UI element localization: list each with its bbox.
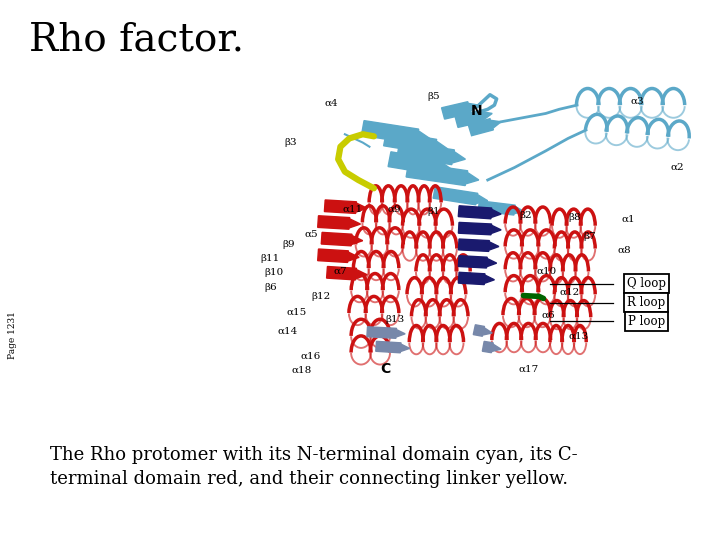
Text: α15: α15 xyxy=(287,308,307,316)
Text: Q loop: Q loop xyxy=(626,278,666,291)
FancyArrow shape xyxy=(367,327,405,339)
Text: α12: α12 xyxy=(559,288,580,297)
FancyArrow shape xyxy=(361,120,430,144)
Text: β3: β3 xyxy=(284,138,297,147)
FancyArrow shape xyxy=(384,131,448,154)
FancyArrow shape xyxy=(318,249,359,262)
FancyArrow shape xyxy=(406,162,479,186)
Text: α2: α2 xyxy=(671,163,685,172)
Text: α8: α8 xyxy=(617,246,631,255)
Text: α9: α9 xyxy=(387,205,401,214)
Text: Rho factor.: Rho factor. xyxy=(29,22,244,59)
FancyArrow shape xyxy=(325,200,367,213)
FancyArrow shape xyxy=(433,187,487,205)
Text: β12: β12 xyxy=(311,292,330,301)
Text: The Rho protomer with its N-terminal domain cyan, its C-: The Rho protomer with its N-terminal dom… xyxy=(50,446,578,463)
Text: α17: α17 xyxy=(519,364,539,374)
Text: R loop: R loop xyxy=(627,296,665,309)
FancyArrow shape xyxy=(473,325,492,336)
Text: α16: α16 xyxy=(300,352,320,361)
Text: β9: β9 xyxy=(282,240,295,249)
Text: β1: β1 xyxy=(428,207,440,215)
FancyArrow shape xyxy=(468,119,501,136)
FancyArrow shape xyxy=(478,201,523,215)
FancyArrow shape xyxy=(482,341,501,353)
Text: α18: α18 xyxy=(292,366,312,375)
Text: β7: β7 xyxy=(584,232,596,241)
Text: α11: α11 xyxy=(343,205,363,214)
Text: α14: α14 xyxy=(278,327,298,336)
FancyArrow shape xyxy=(327,266,367,280)
Text: N: N xyxy=(471,104,482,118)
Text: P loop: P loop xyxy=(628,315,665,328)
Text: β5: β5 xyxy=(428,92,440,102)
FancyArrow shape xyxy=(459,222,501,235)
Text: β13: β13 xyxy=(385,315,405,324)
FancyArrow shape xyxy=(459,206,501,219)
Text: β10: β10 xyxy=(264,268,284,277)
Text: β2: β2 xyxy=(519,211,531,220)
Text: α7: α7 xyxy=(333,267,347,276)
FancyArrow shape xyxy=(441,102,479,119)
Text: C: C xyxy=(380,362,390,376)
FancyArrow shape xyxy=(321,232,363,246)
Text: α1: α1 xyxy=(621,215,635,224)
Text: terminal domain red, and their connecting linker yellow.: terminal domain red, and their connectin… xyxy=(50,470,569,488)
Text: α4: α4 xyxy=(325,99,338,107)
FancyArrow shape xyxy=(376,341,410,353)
Text: α10: α10 xyxy=(537,267,557,276)
FancyArrow shape xyxy=(397,141,465,165)
Text: α5: α5 xyxy=(305,230,318,239)
FancyArrow shape xyxy=(455,110,492,127)
Text: β11: β11 xyxy=(260,254,279,264)
FancyArrow shape xyxy=(459,255,497,268)
Text: α3: α3 xyxy=(631,97,644,105)
FancyArrow shape xyxy=(388,152,452,175)
Text: α13: α13 xyxy=(568,332,588,340)
FancyArrow shape xyxy=(459,239,499,252)
FancyArrow shape xyxy=(318,216,361,229)
FancyArrow shape xyxy=(459,272,495,285)
Text: β6: β6 xyxy=(264,283,277,292)
Text: Page 1231: Page 1231 xyxy=(9,311,17,359)
Text: β8: β8 xyxy=(568,213,581,222)
Text: α6: α6 xyxy=(541,310,555,320)
